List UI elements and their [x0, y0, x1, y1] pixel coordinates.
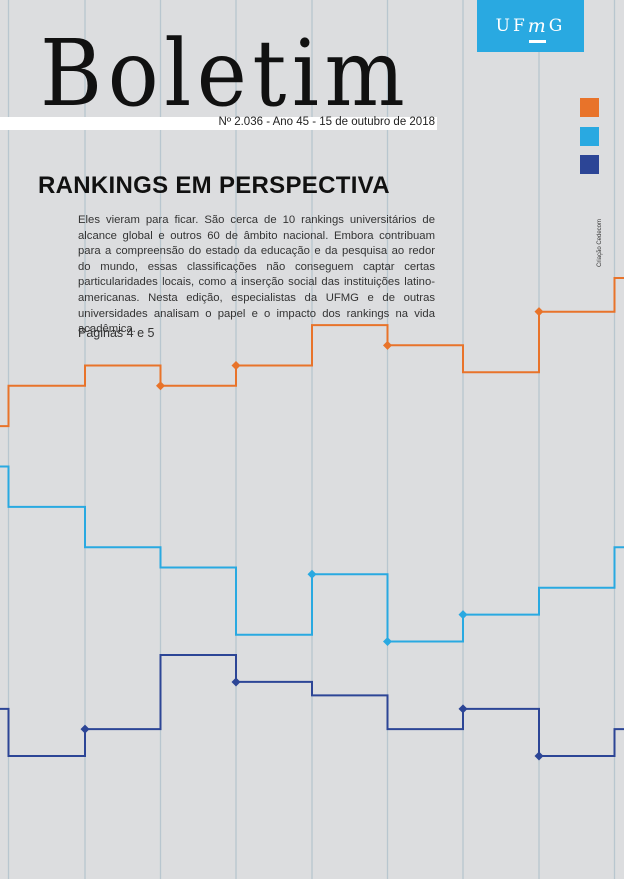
- marker-light-blue-6: [383, 637, 392, 647]
- marker-light-blue-7: [458, 610, 468, 620]
- page-reference[interactable]: Páginas 4 e 5: [78, 326, 155, 340]
- series-line-dark-blue: [0, 654, 624, 757]
- swatch-light-blue: [580, 127, 599, 146]
- lead-paragraph: Eles vieram para ficar. São cerca de 10 …: [78, 214, 435, 336]
- masthead-title: Boletim: [40, 20, 411, 127]
- logo-text-m: m: [527, 15, 549, 43]
- series-line-light-blue: [0, 465, 624, 643]
- ufmg-logo[interactable]: UF m G: [477, 0, 584, 52]
- marker-light-blue-5: [307, 569, 317, 579]
- design-credit: Criação Cedecom: [597, 218, 603, 268]
- swatch-dark-blue: [580, 155, 599, 174]
- marker-orange-4: [231, 361, 241, 371]
- marker-dark-blue-8: [534, 751, 544, 761]
- swatch-orange: [580, 98, 599, 117]
- logo-text-uf: UF: [495, 16, 528, 36]
- headline: RANKINGS EM PERSPECTIVA: [38, 172, 390, 199]
- marker-dark-blue-7: [458, 704, 468, 714]
- issue-bar: Nº 2.036 - Ano 45 - 15 de outubro de 201…: [0, 116, 437, 130]
- marker-orange-8: [534, 307, 544, 317]
- marker-dark-blue-2: [80, 724, 90, 734]
- issue-info: Nº 2.036 - Ano 45 - 15 de outubro de 201…: [218, 116, 435, 128]
- marker-orange-6: [383, 340, 392, 350]
- logo-text-g: G: [548, 16, 566, 36]
- marker-dark-blue-4: [231, 677, 241, 687]
- series-line-orange: [0, 277, 624, 428]
- marker-orange-3: [156, 381, 165, 391]
